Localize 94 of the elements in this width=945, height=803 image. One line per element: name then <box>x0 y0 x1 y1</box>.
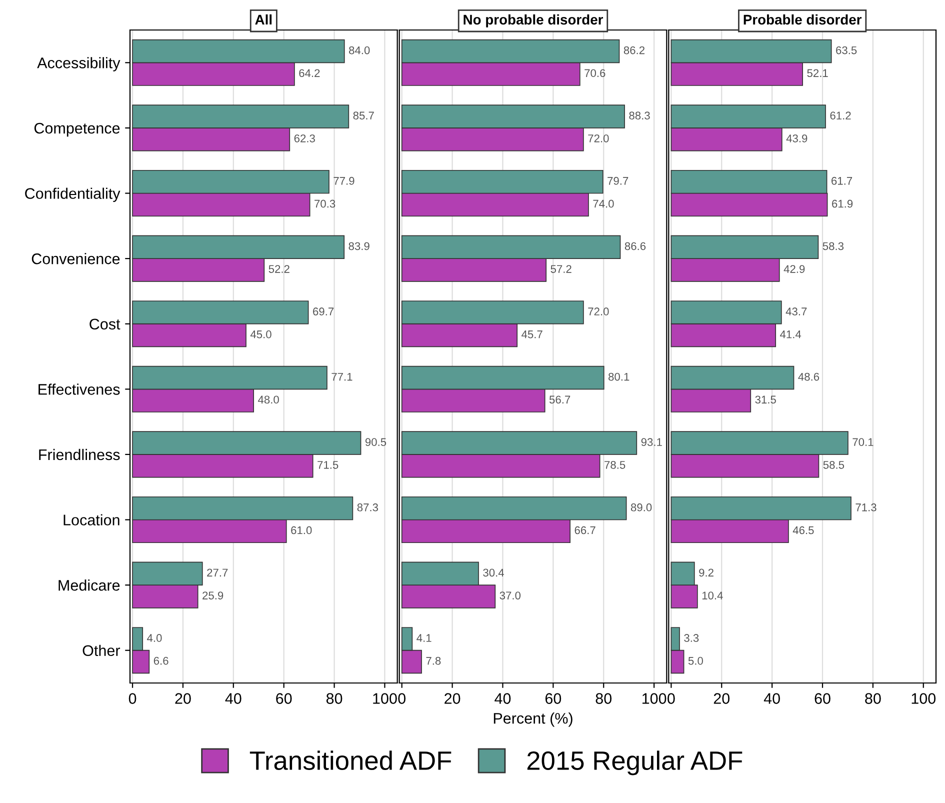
data-label: 88.3 <box>629 112 650 120</box>
data-label: 78.5 <box>604 460 626 469</box>
data-label: 71.3 <box>856 503 876 512</box>
data-label: 61.7 <box>832 176 852 185</box>
data-label: 86.6 <box>624 242 646 250</box>
legend-label: 2015 Regular ADF <box>527 750 742 776</box>
data-label: 58.5 <box>823 460 844 469</box>
data-label: 5.0 <box>688 656 703 665</box>
data-label: 30.4 <box>483 568 504 577</box>
y-tick-label: Confidentiality <box>25 188 120 202</box>
data-label: 64.2 <box>299 69 320 78</box>
data-label: 62.3 <box>294 134 315 142</box>
data-label: 48.6 <box>798 372 820 381</box>
chart-title: Probable disorder <box>744 14 862 25</box>
data-label: 27.7 <box>207 568 228 576</box>
data-label: 10.4 <box>702 592 723 600</box>
data-label: 52.2 <box>268 265 290 273</box>
data-label: 72.0 <box>588 308 609 316</box>
data-label: 70.6 <box>584 69 606 78</box>
data-label: 71.5 <box>318 461 338 469</box>
data-label: 70.1 <box>852 438 874 446</box>
data-label: 4.0 <box>147 634 162 642</box>
data-label: 43.7 <box>786 308 807 316</box>
y-tick-label: Other <box>82 644 120 656</box>
data-label: 57.2 <box>550 265 572 273</box>
x-tick-label: 60 <box>545 693 562 704</box>
data-label: 25.9 <box>202 592 224 600</box>
data-label: 77.9 <box>334 176 354 185</box>
data-label: 77.1 <box>332 372 352 381</box>
data-label: 3.3 <box>684 634 699 642</box>
data-label: 6.6 <box>154 656 168 665</box>
y-tick-label: Competence <box>34 122 120 137</box>
x-tick-label: 40 <box>494 693 511 704</box>
x-tick-label: 60 <box>814 693 830 704</box>
data-label: 41.4 <box>780 330 802 338</box>
data-label: 87.3 <box>357 503 378 512</box>
y-tick-label: Location <box>64 514 120 526</box>
data-label: 63.5 <box>836 46 857 54</box>
data-label: 66.7 <box>574 526 596 534</box>
data-label: 70.3 <box>314 200 336 208</box>
data-label: 42.9 <box>784 265 805 273</box>
x-tick-label: 60 <box>276 693 292 704</box>
x-tick-label: 20 <box>444 693 460 704</box>
x-tick-label: 0 <box>128 693 136 704</box>
data-label: 86.2 <box>624 46 644 54</box>
x-tick-label: 100 <box>642 693 666 704</box>
y-tick-label: Convenience <box>32 253 120 264</box>
y-tick-label: Effectivenes <box>38 384 120 395</box>
data-label: 72.0 <box>588 134 609 142</box>
x-tick-label: 0 <box>668 693 675 704</box>
x-tick-label: 80 <box>865 693 881 704</box>
x-tick-label: 40 <box>225 693 242 704</box>
data-label: 79.7 <box>608 176 628 185</box>
data-label: 9.2 <box>699 568 714 577</box>
chart-title: No probable disorder <box>464 14 604 28</box>
data-label: 43.9 <box>786 134 808 142</box>
y-tick-label: Cost <box>90 318 120 330</box>
data-label: 90.5 <box>365 438 386 446</box>
data-label: 80.1 <box>608 372 630 381</box>
data-label: 61.2 <box>830 112 851 120</box>
data-label: 83.9 <box>348 242 370 250</box>
x-tick-label: 100 <box>373 693 397 704</box>
x-tick-label: 80 <box>596 693 612 704</box>
x-tick-label: 20 <box>175 693 191 704</box>
data-label: 61.0 <box>291 526 312 534</box>
data-label: 52.1 <box>807 69 828 78</box>
data-label: 46.5 <box>792 526 814 534</box>
data-label: 93.1 <box>641 438 662 446</box>
data-label: 31.5 <box>755 396 776 404</box>
x-tick-label: 100 <box>912 693 936 704</box>
data-label: 45.7 <box>522 330 542 338</box>
data-label: 61.9 <box>832 200 853 208</box>
x-axis-title: Percent (%) <box>494 712 572 727</box>
data-label: 84.0 <box>349 46 370 54</box>
x-tick-label: 20 <box>714 693 730 704</box>
data-label: 69.7 <box>313 308 334 316</box>
data-label: 4.1 <box>416 634 432 642</box>
data-label: 58.3 <box>822 242 844 250</box>
data-label: 74.0 <box>593 200 614 208</box>
data-label: 7.8 <box>426 656 441 665</box>
data-label: 56.7 <box>549 396 570 404</box>
y-tick-label: Friendliness <box>39 448 120 460</box>
y-tick-label: Accessibility <box>37 57 120 72</box>
data-label: 45.0 <box>250 330 272 338</box>
data-label: 85.7 <box>353 112 374 120</box>
y-tick-label: Medicare <box>58 580 120 591</box>
chart-title: All <box>255 14 272 24</box>
x-tick-label: 40 <box>764 693 780 704</box>
x-tick-label: 80 <box>326 693 342 704</box>
x-tick-label: 0 <box>398 693 406 704</box>
legend-label: Transitioned ADF <box>250 750 452 770</box>
data-label: 48.0 <box>258 396 279 404</box>
data-label: 37.0 <box>500 592 521 600</box>
data-label: 89.0 <box>630 503 652 512</box>
